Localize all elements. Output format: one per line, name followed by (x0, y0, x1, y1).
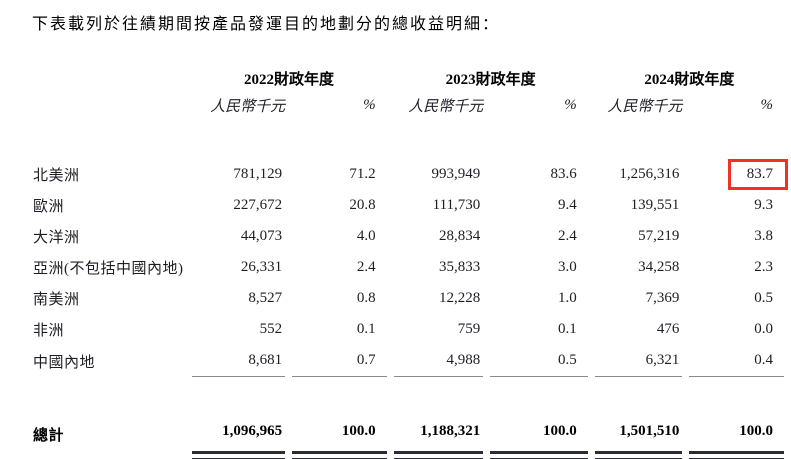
unit-header: 人民幣千元 (210, 98, 286, 115)
table-row: 歐洲 227,672 20.8 111,730 9.4 139,551 9.3 (32, 190, 784, 221)
amount-cell: 476 (656, 321, 680, 337)
percent-cell: 2.4 (356, 259, 376, 275)
rule-cell (594, 454, 683, 459)
total-amount-cell: 1,096,965 (191, 415, 286, 454)
percent-cell: 0.1 (557, 321, 577, 337)
spacer-cell (32, 119, 784, 159)
amount-cell: 6,321 (594, 345, 683, 377)
amount-cell: 4,988 (393, 345, 484, 377)
amount-cell: 12,228 (439, 290, 481, 306)
region-label: 亞洲(不包括中國內地) (33, 261, 184, 277)
percent-cell: 3.8 (754, 228, 773, 244)
spacer-row (32, 377, 784, 415)
year-header-row: 2022財政年度 2023財政年度 2024財政年度 (32, 60, 784, 91)
percent-cell: 0.1 (356, 321, 376, 337)
region-label: 中國內地 (33, 354, 96, 371)
percent-cell: 2.4 (557, 228, 577, 244)
amount-cell: 227,672 (233, 197, 283, 213)
highlight-box: 83.7 (727, 159, 788, 190)
rule-cell (191, 454, 286, 459)
amount-cell: 111,730 (432, 197, 481, 213)
rule-cell (490, 454, 588, 459)
table-caption: 下表載列於往績期間按產品發運目的地劃分的總收益明細： (32, 16, 501, 33)
percent-cell: 71.2 (349, 166, 376, 182)
region-label: 北美洲 (33, 168, 80, 184)
percent-cell: 3.0 (557, 259, 577, 275)
percent-header: % (363, 96, 376, 113)
region-label: 非洲 (33, 323, 65, 339)
percent-header: % (564, 96, 577, 113)
amount-cell: 993,949 (431, 166, 481, 182)
amount-cell: 781,129 (233, 166, 283, 182)
revenue-by-region-table: 2022財政年度 2023財政年度 2024財政年度 人民幣千元 % 人民幣千元… (25, 60, 791, 459)
amount-cell: 35,833 (439, 259, 481, 275)
rule-cell (393, 454, 484, 459)
percent-cell: 0.5 (490, 345, 588, 377)
table-row: 非洲 552 0.1 759 0.1 476 0.0 (32, 314, 784, 345)
rule-cell (292, 454, 387, 459)
percent-cell: 0.5 (754, 290, 773, 306)
total-amount-cell: 1,501,510 (594, 415, 683, 454)
amount-cell: 552 (259, 321, 283, 337)
percent-cell: 0.4 (689, 345, 784, 377)
percent-cell: 1.0 (557, 290, 577, 306)
amount-cell: 759 (457, 321, 481, 337)
total-percent-cell: 100.0 (490, 415, 588, 454)
amount-cell: 34,258 (638, 259, 680, 275)
empty-cell (32, 91, 185, 119)
year-header-2023: 2023財政年度 (445, 72, 536, 88)
amount-cell: 8,681 (191, 345, 286, 377)
amount-cell: 1,256,316 (619, 166, 680, 182)
region-label: 南美洲 (33, 292, 80, 308)
amount-cell: 57,219 (638, 228, 680, 244)
percent-header: % (760, 96, 774, 113)
percent-cell: 9.4 (557, 197, 577, 213)
empty-cell (32, 60, 185, 91)
percent-cell: 83.6 (550, 166, 577, 182)
table-row: 南美洲 8,527 0.8 12,228 1.0 7,369 0.5 (32, 283, 784, 314)
total-percent-cell: 100.0 (292, 415, 387, 454)
rule-cell (689, 454, 784, 459)
amount-cell: 8,527 (248, 290, 283, 306)
table-row: 亞洲(不包括中國內地) 26,331 2.4 35,833 3.0 34,258… (32, 252, 784, 283)
amount-cell: 28,834 (439, 228, 481, 244)
amount-cell: 26,331 (240, 259, 283, 275)
year-header-2024: 2024財政年度 (644, 72, 735, 88)
year-header-2022: 2022財政年度 (244, 72, 335, 88)
percent-cell: 2.3 (754, 259, 773, 275)
unit-header: 人民幣千元 (408, 98, 484, 115)
table-row: 中國內地 8,681 0.7 4,988 0.5 6,321 0.4 (32, 345, 784, 377)
double-rule-row (32, 454, 784, 459)
empty-cell (32, 454, 185, 459)
spacer-cell (32, 377, 784, 415)
percent-cell: 0.7 (292, 345, 387, 377)
unit-header: 人民幣千元 (607, 98, 683, 115)
percent-cell: 83.7 (689, 159, 788, 190)
percent-cell: 0.0 (754, 321, 773, 337)
total-label: 總計 (33, 428, 65, 444)
table-row: 大洋洲 44,073 4.0 28,834 2.4 57,219 3.8 (32, 221, 784, 252)
total-percent-cell: 100.0 (689, 415, 784, 454)
region-label: 大洋洲 (33, 230, 80, 246)
region-label: 歐洲 (33, 199, 65, 215)
percent-cell: 20.8 (349, 197, 376, 213)
spacer-row (32, 119, 784, 159)
amount-cell: 44,073 (240, 228, 283, 244)
total-row: 總計 1,096,965 100.0 1,188,321 100.0 1,501… (32, 415, 784, 454)
table-row: 北美洲 781,129 71.2 993,949 83.6 1,256,316 … (32, 159, 788, 190)
percent-cell: 0.8 (356, 290, 376, 306)
amount-cell: 7,369 (645, 290, 680, 306)
amount-cell: 139,551 (630, 197, 680, 213)
percent-cell: 4.0 (356, 228, 376, 244)
highlighted-value: 83.7 (746, 166, 773, 182)
percent-cell: 9.3 (754, 197, 773, 213)
total-amount-cell: 1,188,321 (393, 415, 484, 454)
column-header-row: 人民幣千元 % 人民幣千元 % 人民幣千元 % (32, 91, 784, 119)
